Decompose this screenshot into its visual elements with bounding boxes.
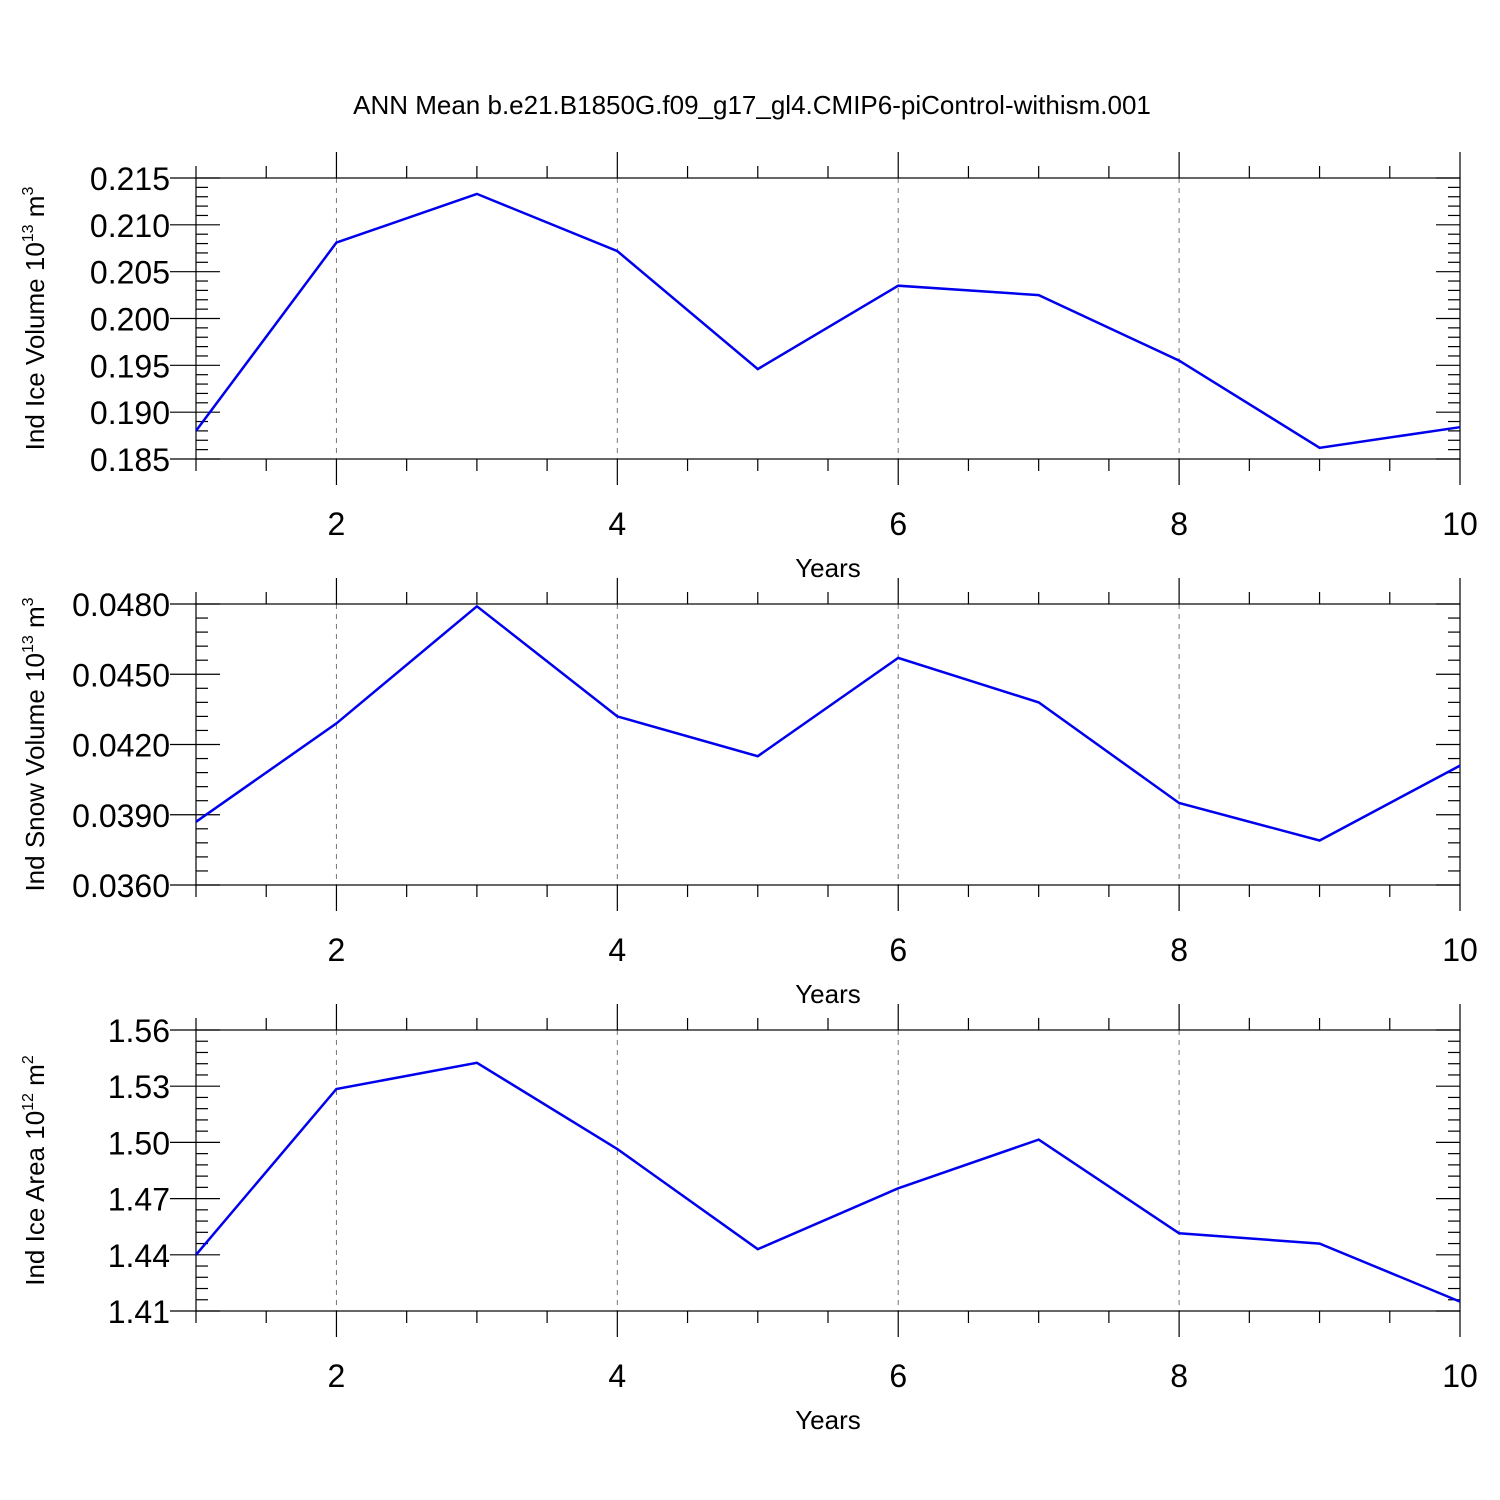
y-axis-label: Ind Ice Area 1012 m2: [20, 1055, 50, 1286]
y-tick-label: 0.185: [90, 442, 170, 478]
series-line: [195, 1061, 1461, 1303]
y-axis-label: Ind Snow Volume 1013 m3: [20, 597, 50, 891]
y-tick-label: 1.44: [108, 1238, 170, 1274]
x-tick-label: 8: [1170, 932, 1188, 968]
x-tick-label: 8: [1170, 1358, 1188, 1394]
x-tick-label: 6: [889, 932, 907, 968]
y-tick-label: 0.200: [90, 302, 170, 338]
y-tick-label: 1.41: [108, 1294, 170, 1330]
x-axis-label: Years: [795, 1405, 861, 1435]
y-tick-label: 1.56: [108, 1013, 170, 1049]
panel-1: 0.185 0.190 0.195 0.200 0.205 0.210 0.215 2 4 6 8 1…: [20, 152, 1478, 583]
x-tick-label: 2: [328, 506, 346, 542]
y-tick-label: 0.0420: [72, 728, 170, 764]
y-tick-label: 1.50: [108, 1125, 170, 1161]
plot-frame: [195, 1029, 1461, 1312]
x-tick-label: 4: [608, 1358, 626, 1394]
x-tick-label: 10: [1442, 506, 1478, 542]
y-axis-label: Ind Ice Volume 1013 m3: [20, 187, 50, 451]
y-tick-label: 1.53: [108, 1069, 170, 1105]
series-line: [195, 604, 1461, 842]
panel-2: 0.0360 0.0390 0.0420 0.0450 0.0480 2 4 6 8 10 Year…: [20, 578, 1478, 1009]
chart-title: ANN Mean b.e21.B1850G.f09_g17_gl4.CMIP6-…: [353, 90, 1151, 120]
y-tick-label: 0.0450: [72, 657, 170, 693]
y-tick-label: 0.190: [90, 395, 170, 431]
series-line: [194, 192, 1461, 450]
y-tick-label: 0.215: [90, 161, 170, 197]
panel-3: 1.41 1.44 1.47 1.50 1.53 1.56 2 4 6 8 10 Years Ind I…: [20, 1004, 1478, 1435]
x-tick-label: 10: [1442, 932, 1478, 968]
x-tick-label: 6: [889, 506, 907, 542]
x-tick-label: 2: [328, 932, 346, 968]
y-tick-label: 0.195: [90, 348, 170, 384]
x-tick-label: 4: [608, 506, 626, 542]
plot-frame: [195, 603, 1461, 886]
y-tick-label: 0.0360: [72, 868, 170, 904]
y-tick-label: 0.0480: [72, 587, 170, 623]
x-tick-label: 10: [1442, 1358, 1478, 1394]
x-tick-label: 2: [328, 1358, 346, 1394]
x-tick-label: 4: [608, 932, 626, 968]
x-axis-label: Years: [795, 553, 861, 583]
x-tick-label: 6: [889, 1358, 907, 1394]
y-tick-label: 0.210: [90, 208, 170, 244]
x-tick-label: 8: [1170, 506, 1188, 542]
y-tick-label: 0.205: [90, 255, 170, 291]
x-axis-label: Years: [795, 979, 861, 1009]
y-tick-label: 0.0390: [72, 798, 170, 834]
y-tick-label: 1.47: [108, 1182, 170, 1218]
